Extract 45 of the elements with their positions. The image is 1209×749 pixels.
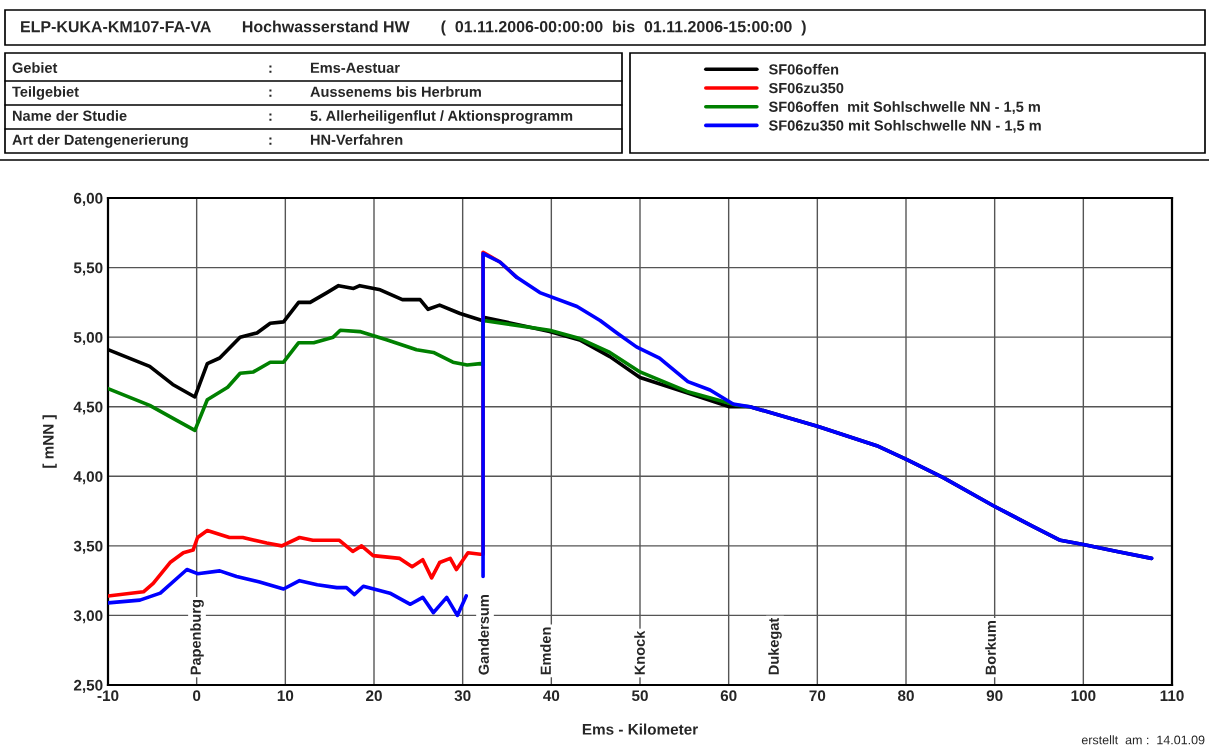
y-tick-label: 5,50 (73, 262, 103, 276)
text: : (269, 137, 272, 145)
x-tick-label: 90 (986, 690, 1003, 702)
legend-label: SF06zu350 mit Sohlschwelle NN - 1,5 m (768, 119, 1041, 133)
text: 5. Allerheiligenflut / Aktionsprogramm (310, 110, 573, 124)
text: Art der Datengenerierung (12, 134, 188, 148)
annotation: Dukegat (768, 617, 782, 675)
x-tick-label: 40 (543, 690, 560, 702)
x-tick-label: 0 (193, 690, 201, 702)
y-tick-label: 4,00 (73, 471, 103, 485)
x-tick-label: 100 (1071, 690, 1096, 702)
x-tick-label: 70 (809, 690, 826, 702)
x-axis-title: Ems - Kilometer (582, 723, 698, 735)
annotation: Knock (634, 630, 645, 675)
annotation: Borkum (985, 621, 996, 675)
annotation: Emden (540, 627, 551, 675)
legend-label: SF06offen (768, 63, 839, 75)
chart-title: ELP-KUKA-KM107-FA-VA Hochwasserstand HW ( 01.11.2006-00:00:00 bis 01.11.2006-15:00:00 ) (21, 20, 806, 36)
x-tick-label: 20 (366, 690, 382, 702)
text: Ems-Aestuar (310, 62, 400, 73)
y-axis-title: [ mNN ] (42, 415, 57, 468)
text: : (269, 65, 272, 73)
text: Teilgebiet (12, 86, 79, 100)
y-tick-label: 4,50 (73, 401, 103, 415)
x-tick-label: 30 (454, 690, 471, 702)
text: : (269, 89, 272, 97)
x-tick-label: 60 (720, 690, 737, 702)
x-tick-label: 110 (1160, 690, 1184, 702)
x-tick-label: 80 (897, 690, 914, 702)
annotation: Papenburg (190, 600, 204, 675)
text: : (269, 113, 272, 121)
text: Name der Studie (12, 110, 127, 121)
y-tick-label: 6,00 (73, 192, 103, 206)
y-tick-label: 3,00 (73, 610, 103, 624)
text: erstellt am : 14.01.09 (1081, 735, 1205, 745)
annotation: Gandersum (478, 595, 489, 675)
legend-label: SF06zu350 (768, 82, 844, 94)
text: Gebiet (12, 62, 58, 73)
x-tick-label: 10 (277, 690, 294, 702)
text: HN-Verfahren (310, 134, 403, 145)
x-tick-label: 50 (631, 690, 648, 702)
y-tick-label: 5,00 (73, 332, 103, 346)
y-tick-label: 3,50 (73, 540, 103, 554)
text: Aussenems bis Herbrum (310, 86, 481, 97)
legend-label: SF06offen mit Sohlschwelle NN - 1,5 m (768, 101, 1040, 115)
